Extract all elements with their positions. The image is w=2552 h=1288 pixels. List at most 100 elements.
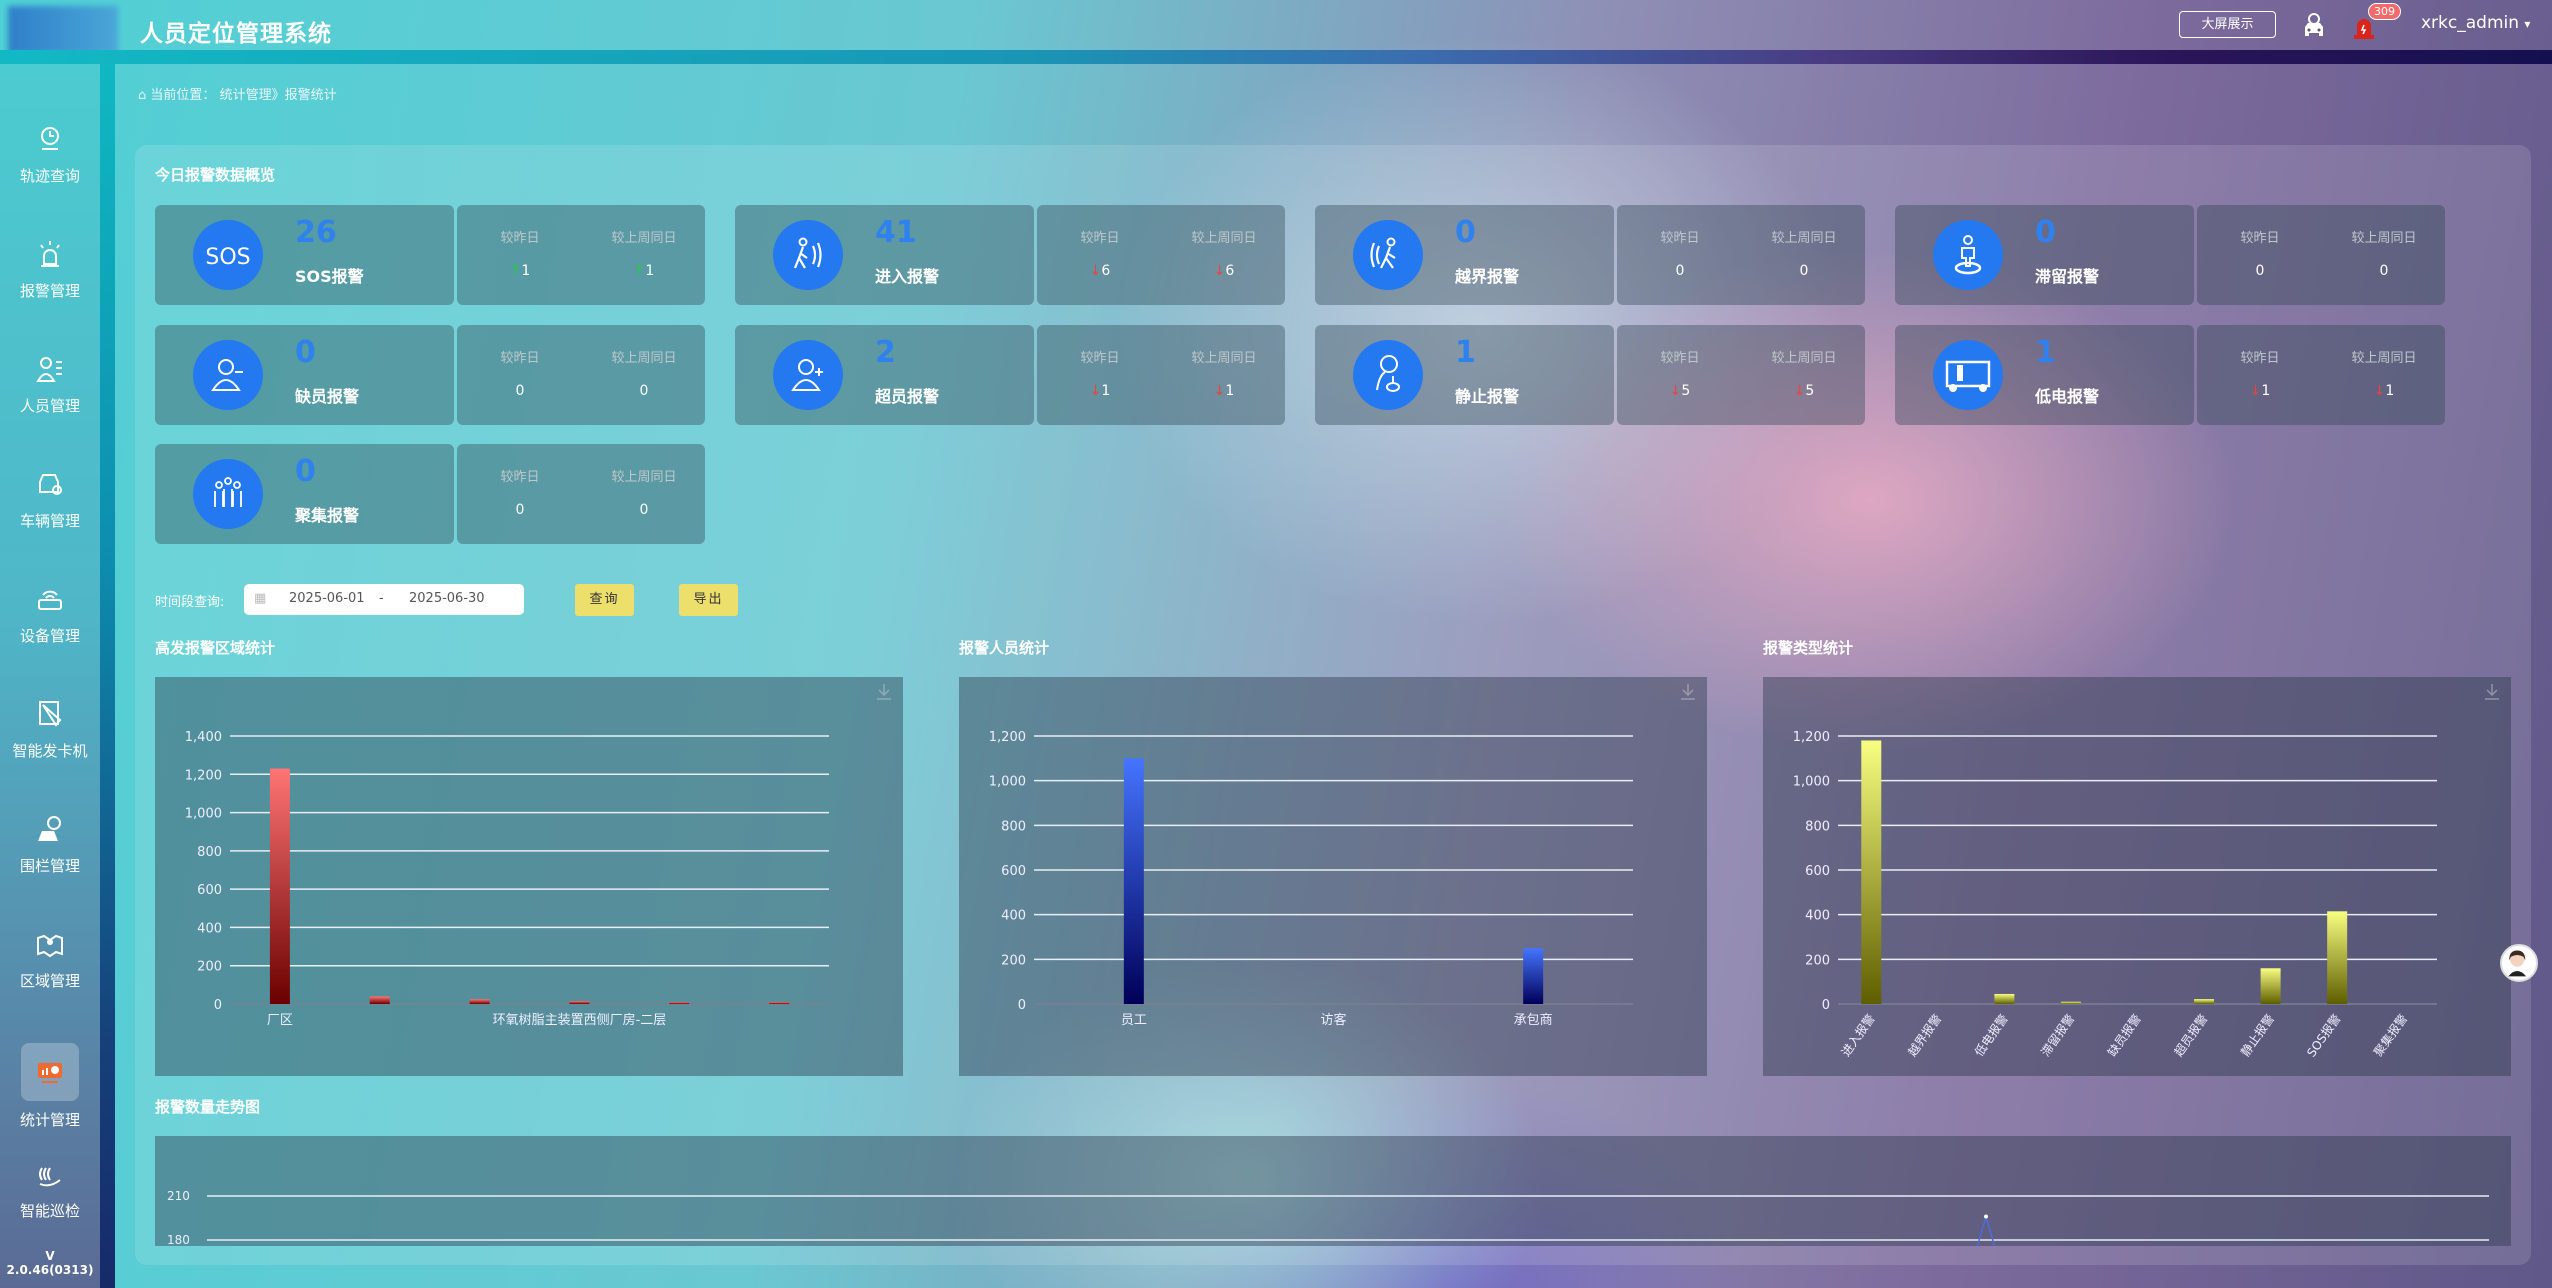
chart-svg: 0 200 400 600 800 1,000 1,200 进入报警 越界报警 低电报警 滞留报警缺…	[1793, 730, 2437, 1060]
compare-yesterday-label: 较昨日	[500, 231, 540, 246]
alarm-compare-card: 较昨日 较上周同日 ↓5 ↓5	[1617, 324, 1865, 425]
x-tick-label: 访客	[1320, 1012, 1346, 1028]
area-map-icon	[37, 934, 63, 958]
alarm-card[interactable]: 2 超员报警	[735, 324, 1034, 425]
trend-chart-title: 报警数量走势图	[155, 1098, 261, 1116]
alarm-card[interactable]: 0 聚集报警	[155, 444, 454, 544]
sidebar-item-fence[interactable]: 围栏管理	[0, 813, 100, 876]
bar[interactable]	[1861, 740, 1882, 1004]
alarm-card[interactable]: 1 静止报警	[1315, 324, 1614, 425]
person-alarm-chart: 0 200 400 600 800 1,000 1,200 员工 访客 承包商	[959, 677, 1707, 1076]
bar[interactable]	[1523, 948, 1544, 1004]
compare-yesterday-value: 1	[1101, 382, 1111, 399]
bar[interactable]	[2194, 999, 2215, 1004]
sidebar-item-card-machine[interactable]: 智能发卡机	[0, 698, 100, 761]
x-tick-label: 滞留报警	[2038, 1011, 2078, 1059]
alarm-icon	[40, 241, 60, 267]
compare-yesterday-value: 0	[1675, 263, 1685, 279]
sidebar-item-label: 智能发卡机	[12, 742, 88, 760]
sidebar-item-person-list[interactable]: 人员管理	[0, 353, 100, 416]
bar[interactable]	[2260, 968, 2281, 1004]
bar[interactable]	[2327, 911, 2348, 1004]
alarm-count: 1	[1455, 334, 1476, 370]
sidebar-item-router[interactable]: 设备管理	[0, 583, 100, 646]
x-tick-label: 超员报警	[2171, 1011, 2211, 1059]
alarm-card[interactable]: 41 进入报警	[735, 205, 1034, 305]
car-icon[interactable]	[2300, 12, 2328, 40]
compare-yesterday-label: 较昨日	[2240, 350, 2280, 366]
bar[interactable]	[1123, 758, 1144, 1004]
bar[interactable]	[269, 768, 290, 1004]
sidebar-item-label: 智能巡检	[19, 1202, 80, 1220]
y-tick-label: 200	[1001, 953, 1026, 968]
assistant-avatar[interactable]	[2500, 944, 2538, 982]
home-icon[interactable]: ⌂	[138, 88, 147, 103]
y-tick-label: 210	[167, 1189, 190, 1203]
compare-yesterday-label: 较昨日	[1660, 231, 1700, 246]
x-tick-label: 厂区	[267, 1013, 293, 1028]
cross-border-icon	[1353, 220, 1423, 290]
bar[interactable]	[569, 1001, 590, 1004]
compare-last-week-value: 1	[2385, 382, 2395, 399]
calendar-icon: ▦	[254, 591, 267, 606]
alarm-card[interactable]: SOS 26 SOS报警	[155, 205, 454, 305]
big-screen-button[interactable]: 大屏展示	[2179, 11, 2276, 38]
alarm-card[interactable]: 0 缺员报警	[155, 324, 454, 425]
alarm-card[interactable]: 0 越界报警	[1315, 205, 1614, 305]
bar[interactable]	[2060, 1001, 2081, 1004]
y-tick-label: 0	[1018, 998, 1026, 1013]
sidebar-item-alarm[interactable]: 报警管理	[0, 238, 100, 301]
sidebar-item-statistics[interactable]: 统计管理	[0, 1043, 100, 1130]
app-title: 人员定位管理系统	[140, 21, 332, 47]
y-tick-label: 400	[197, 921, 222, 936]
y-tick-label: 800	[197, 845, 222, 860]
bar[interactable]	[1994, 993, 2015, 1004]
export-button[interactable]: 导出	[679, 584, 738, 616]
arrow-down-icon: ↓	[2249, 382, 2262, 399]
router-icon	[38, 590, 62, 610]
arrow-down-icon: ↓	[2373, 382, 2386, 399]
bar[interactable]	[669, 1002, 690, 1004]
download-icon[interactable]	[875, 683, 893, 701]
y-tick-label: 1,000	[989, 775, 1026, 790]
download-icon[interactable]	[1679, 683, 1697, 701]
sidebar-item-patrol[interactable]: 智能巡检	[0, 1158, 100, 1221]
arrow-up-icon: ↑	[509, 263, 522, 279]
sidebar-item-label: 围栏管理	[19, 857, 80, 875]
compare-yesterday-value: 0	[515, 382, 525, 399]
download-icon[interactable]	[2483, 683, 2501, 701]
alarm-type-label: 聚集报警	[295, 506, 360, 525]
alarm-count: 2	[875, 334, 896, 370]
sidebar-item-track[interactable]: 轨迹查询	[0, 123, 100, 186]
start-date[interactable]: 2025-06-01	[289, 591, 365, 606]
bar[interactable]	[469, 999, 490, 1004]
svg-text:SOS: SOS	[205, 245, 250, 270]
bar[interactable]	[769, 1002, 790, 1004]
date-separator: -	[379, 591, 384, 606]
compare-last-week-value: 6	[1225, 263, 1235, 279]
sidebar-edge	[100, 64, 115, 1288]
trend-point[interactable]	[1984, 1214, 1988, 1219]
arrow-down-icon: ↓	[1669, 382, 1682, 399]
query-button[interactable]: 查询	[575, 584, 634, 616]
alarm-card[interactable]: 1 低电报警	[1895, 324, 2194, 425]
breadcrumb: ⌂ 当前位置： 统计管理》报警统计	[138, 84, 337, 103]
x-tick-label: 聚集报警	[2370, 1011, 2410, 1059]
trend-svg: 180 210	[167, 1189, 2489, 1246]
alarm-compare-card: 较昨日 较上周同日 ↑1 ↑1	[457, 205, 705, 305]
overview-title: 今日报警数据概览	[155, 166, 276, 184]
alarm-count: 41	[875, 215, 917, 250]
bar[interactable]	[369, 996, 390, 1004]
alarm-light-icon[interactable]	[2352, 13, 2376, 39]
user-menu[interactable]: xrkc_admin ▾	[2421, 13, 2530, 33]
end-date[interactable]: 2025-06-30	[409, 591, 485, 606]
date-range-input[interactable]: ▦ 2025-06-01 - 2025-06-30	[244, 584, 524, 615]
compare-last-week-label: 较上周同日	[1771, 350, 1837, 366]
sidebar-item-car-gear[interactable]: 车辆管理	[0, 468, 100, 531]
compare-last-week-value: 1	[645, 263, 655, 279]
sidebar-item-label: 人员管理	[19, 397, 80, 415]
sidebar-item-area-map[interactable]: 区域管理	[0, 928, 100, 991]
compare-last-week-value: 0	[639, 502, 649, 518]
compare-last-week-value: 1	[1225, 382, 1235, 399]
alarm-card[interactable]: 0 滞留报警	[1895, 205, 2194, 305]
